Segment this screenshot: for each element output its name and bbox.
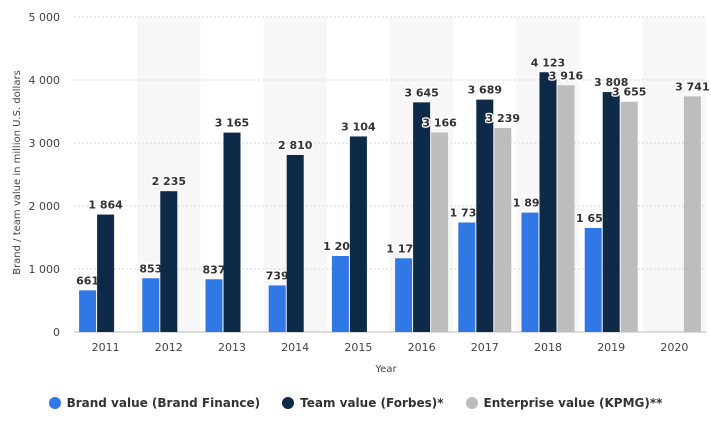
data-label-team-value: 3 165 — [215, 117, 249, 130]
data-label-team-value: 3 808 — [594, 76, 628, 89]
data-label-brand-value: 1 738 — [450, 207, 484, 220]
x-tick-label: 2011 — [92, 341, 120, 354]
data-label-team-value: 3 104 — [341, 120, 376, 133]
bar-team-value — [160, 191, 178, 332]
data-label-team-value: 4 123 — [531, 56, 565, 69]
bar-brand-value — [584, 227, 602, 332]
data-label-brand-value: 1 170 — [386, 242, 421, 255]
data-label-team-value: 1 864 — [88, 199, 123, 212]
bar-enterprise-value — [683, 96, 701, 332]
legend-swatch-team-value — [282, 397, 295, 409]
bar-brand-value — [395, 258, 413, 332]
data-label-brand-value: 661 — [76, 274, 99, 287]
data-label-team-value: 2 235 — [152, 175, 186, 188]
bar-team-value — [602, 92, 620, 332]
x-tick-label: 2018 — [534, 341, 562, 354]
data-label-team-value: 3 689 — [468, 84, 502, 97]
bar-enterprise-value — [557, 85, 575, 333]
bar-brand-value — [331, 256, 349, 332]
x-tick-label: 2016 — [408, 341, 436, 354]
data-label-enterprise-value: 3 239 — [486, 112, 520, 125]
data-label-enterprise-value: 3 916 — [549, 69, 584, 82]
data-label-brand-value: 1 651 — [576, 212, 610, 225]
legend-swatch-enterprise-value — [465, 397, 478, 409]
bar-team-value — [476, 99, 494, 332]
bar-brand-value — [521, 212, 539, 332]
y-tick-label: 4 000 — [29, 74, 61, 87]
data-label-team-value: 2 810 — [278, 139, 313, 152]
x-tick-label: 2014 — [281, 341, 309, 354]
data-label-enterprise-value: 3 655 — [612, 86, 646, 99]
y-tick-label: 0 — [53, 326, 60, 339]
data-label-enterprise-value: 3 741 — [675, 80, 709, 93]
legend-item-team-value[interactable]: Team value (Forbes)* — [282, 396, 444, 410]
bar-brand-value — [79, 290, 97, 332]
data-label-brand-value: 853 — [139, 262, 162, 275]
x-tick-label: 2015 — [344, 341, 372, 354]
legend-label-enterprise-value: Enterprise value (KPMG)** — [483, 396, 663, 410]
legend-item-brand-value[interactable]: Brand value (Brand Finance) — [48, 396, 261, 410]
data-label-enterprise-value: 3 166 — [422, 117, 457, 130]
bar-enterprise-value — [494, 127, 512, 333]
data-label-brand-value: 1 895 — [513, 197, 547, 210]
legend-swatch-brand-value — [48, 397, 61, 409]
bar-brand-value — [142, 278, 160, 332]
y-axis-title: Brand / team value in million U.S. dolla… — [12, 70, 23, 275]
bar-team-value — [539, 72, 557, 332]
bar-team-value — [286, 154, 304, 332]
legend-item-enterprise-value[interactable]: Enterprise value (KPMG)** — [465, 396, 663, 410]
bar-brand-value — [205, 279, 223, 332]
bar-brand-value — [458, 222, 476, 332]
x-tick-label: 2019 — [597, 341, 625, 354]
x-tick-label: 2012 — [155, 341, 183, 354]
y-tick-label: 3 000 — [29, 137, 61, 150]
bar-brand-value — [268, 285, 286, 332]
y-tick-label: 1 000 — [29, 263, 61, 276]
y-tick-label: 5 000 — [29, 11, 61, 24]
legend-label-team-value: Team value (Forbes)* — [300, 396, 444, 410]
bar-enterprise-value — [620, 101, 638, 332]
x-tick-label: 2020 — [660, 341, 688, 354]
legend: Brand value (Brand Finance) Team value (… — [0, 396, 711, 410]
data-label-team-value: 3 645 — [404, 86, 438, 99]
bar-team-value — [413, 102, 431, 333]
legend-label-brand-value: Brand value (Brand Finance) — [66, 396, 261, 410]
bar-team-value — [349, 136, 367, 332]
x-tick-label: 2017 — [471, 341, 499, 354]
data-label-brand-value: 837 — [203, 263, 226, 276]
x-axis-title: Year — [374, 364, 397, 375]
data-label-brand-value: 739 — [266, 269, 289, 282]
y-tick-label: 2 000 — [29, 200, 61, 213]
data-label-brand-value: 1 206 — [323, 240, 358, 253]
bar-enterprise-value — [431, 132, 449, 332]
bar-team-value — [223, 132, 241, 332]
x-tick-label: 2013 — [218, 341, 246, 354]
bar-team-value — [97, 214, 115, 332]
